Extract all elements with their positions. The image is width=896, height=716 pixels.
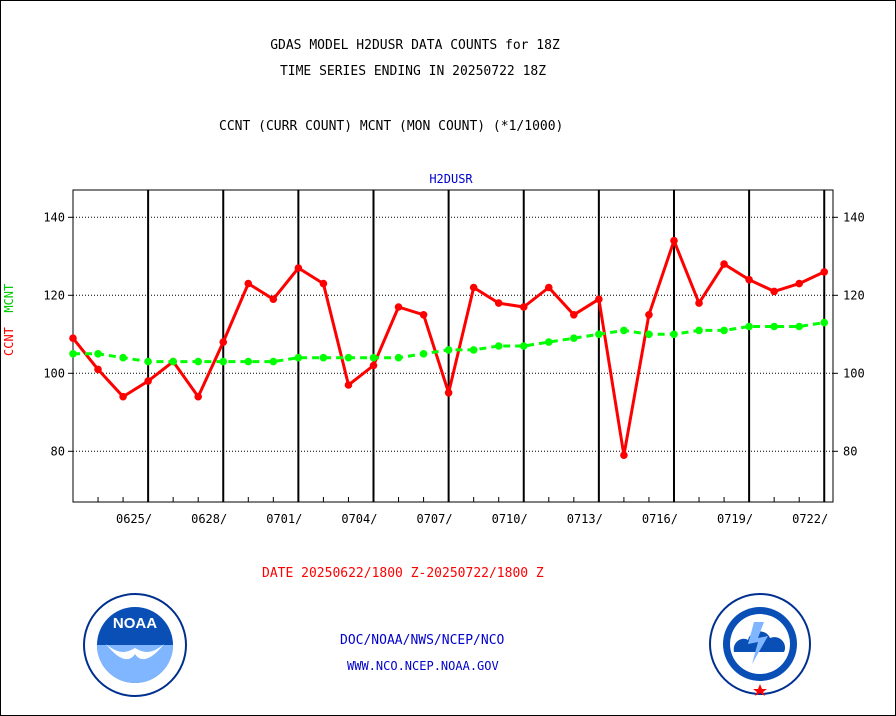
grid-lines — [73, 190, 833, 502]
credit-website: WWW.NCO.NCEP.NOAA.GOV — [347, 659, 499, 673]
data-point-mcnt — [394, 353, 403, 362]
x-tick-label: 0707/ — [416, 512, 452, 526]
x-tick-label: 0713/ — [567, 512, 603, 526]
data-point-ccnt — [219, 338, 228, 346]
data-point-mcnt — [645, 330, 653, 339]
data-point-mcnt — [795, 322, 803, 331]
y-tick-label-right: 100 — [843, 366, 865, 380]
data-point-mcnt — [319, 353, 328, 362]
data-series — [69, 236, 829, 460]
data-point-mcnt — [595, 330, 603, 339]
data-point-mcnt — [444, 346, 453, 354]
data-point-ccnt — [620, 451, 628, 460]
data-point-mcnt — [720, 326, 728, 335]
data-point-mcnt — [570, 334, 578, 343]
data-point-ccnt — [519, 303, 528, 311]
x-tick-label: 0628/ — [191, 512, 227, 526]
data-point-mcnt — [219, 357, 228, 366]
data-point-mcnt — [244, 357, 253, 366]
data-point-ccnt — [570, 311, 578, 319]
data-point-ccnt — [369, 361, 378, 370]
data-point-mcnt — [620, 326, 628, 335]
axis-ticks: 80 80 100 100 120 120 140 140 0625/0628/0701/070… — [43, 210, 864, 526]
data-point-ccnt — [344, 381, 353, 389]
x-tick-label: 0704/ — [341, 512, 377, 526]
data-point-ccnt — [194, 392, 203, 401]
noaa-logo-text: NOAA — [113, 615, 157, 632]
data-point-ccnt — [269, 295, 278, 304]
data-point-ccnt — [244, 279, 253, 288]
data-point-mcnt — [695, 326, 703, 335]
x-tick-label: 0710/ — [492, 512, 528, 526]
data-point-mcnt — [94, 350, 102, 358]
data-point-mcnt — [469, 346, 478, 354]
x-tick-label: 0722/ — [792, 512, 828, 526]
x-tick-label: 0625/ — [116, 512, 152, 526]
data-point-ccnt — [595, 295, 603, 304]
data-point-mcnt — [670, 330, 678, 339]
y-tick-label-right: 140 — [843, 210, 865, 224]
data-point-ccnt — [94, 365, 102, 374]
national-weather-service-logo — [709, 593, 811, 696]
data-point-ccnt — [444, 389, 453, 397]
data-point-ccnt — [394, 303, 403, 311]
y-tick-label: 140 — [43, 210, 65, 224]
y-tick-label: 100 — [43, 366, 65, 380]
data-point-mcnt — [820, 318, 829, 327]
data-point-mcnt — [169, 357, 177, 366]
data-point-ccnt — [820, 268, 829, 276]
data-point-ccnt — [770, 287, 778, 296]
chart-title: GDAS MODEL H2DUSR DATA COUNTS for 18Z — [270, 38, 560, 53]
data-point-ccnt — [720, 260, 728, 268]
y-tick-label: 120 — [43, 288, 65, 302]
data-point-mcnt — [544, 338, 553, 346]
credit-org: DOC/NOAA/NWS/NCEP/NCO — [340, 633, 505, 648]
data-point-mcnt — [69, 350, 77, 358]
data-point-ccnt — [494, 299, 503, 307]
data-point-ccnt — [419, 311, 428, 319]
panel-title: H2DUSR — [429, 172, 473, 186]
data-point-mcnt — [294, 353, 303, 362]
data-point-ccnt — [119, 392, 127, 401]
data-point-mcnt — [144, 357, 152, 366]
data-point-ccnt — [544, 283, 553, 292]
data-point-ccnt — [645, 311, 653, 319]
data-point-ccnt — [670, 236, 678, 245]
plot-frame — [72, 189, 834, 503]
data-point-ccnt — [469, 283, 478, 292]
y-tick-label-right: 80 — [843, 444, 857, 458]
x-tick-label: 0701/ — [266, 512, 302, 526]
chart-title-line2: TIME SERIES ENDING IN 20250722 18Z — [279, 64, 547, 79]
x-tick-label: 0716/ — [642, 512, 678, 526]
y-tick-label: 80 — [51, 444, 65, 458]
data-point-mcnt — [119, 353, 127, 362]
data-point-mcnt — [344, 353, 353, 362]
data-point-ccnt — [695, 299, 703, 307]
data-point-mcnt — [269, 357, 278, 366]
data-point-ccnt — [294, 264, 303, 272]
data-point-mcnt — [745, 322, 753, 331]
y-tick-label-right: 120 — [843, 288, 865, 302]
data-point-mcnt — [194, 357, 203, 366]
chart-subtitle: CCNT (CURR COUNT) MCNT (MON COUNT) (*1/1… — [219, 119, 564, 134]
data-point-ccnt — [319, 279, 328, 288]
data-point-ccnt — [795, 279, 803, 288]
x-tick-label: 0719/ — [717, 512, 753, 526]
data-point-ccnt — [144, 377, 152, 385]
date-range: DATE 20250622/1800 Z-20250722/1800 Z — [262, 566, 544, 581]
data-point-ccnt — [69, 334, 77, 343]
data-point-mcnt — [494, 342, 503, 350]
data-point-mcnt — [770, 322, 778, 331]
data-point-mcnt — [519, 342, 528, 350]
noaa-logo: NOAA — [83, 593, 187, 697]
data-point-ccnt — [745, 275, 753, 284]
data-point-mcnt — [419, 350, 428, 358]
data-point-mcnt — [369, 353, 378, 362]
